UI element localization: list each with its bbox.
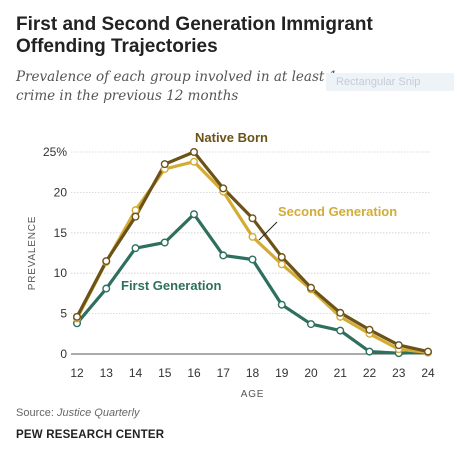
x-tick-label: 23: [392, 366, 406, 380]
x-tick-label: 20: [304, 366, 318, 380]
data-point-native-born: [102, 257, 111, 266]
x-tick-labels: 12 13 14 15 16 17 18 19 20 21 22 23 24: [70, 366, 435, 380]
y-tick-label: 15: [54, 226, 68, 240]
data-point-second-generation: [189, 157, 198, 166]
y-tick-label: 5: [60, 307, 67, 321]
data-point-native-born: [365, 325, 374, 334]
y-axis-label: PREVALENCE: [27, 216, 38, 291]
data-point-first-generation: [160, 238, 169, 247]
series-line-native-born: [75, 150, 430, 354]
source-note: Source: Justice Quarterly: [16, 407, 140, 419]
chart-subtitle: Prevalence of each group involved in at …: [16, 69, 338, 104]
series-label-first-generation: First Generation: [121, 278, 221, 293]
data-point-second-generation: [131, 206, 140, 215]
data-point-native-born: [394, 341, 403, 350]
data-point-native-born: [307, 283, 316, 292]
data-point-first-generation: [248, 255, 257, 264]
x-tick-label: 21: [334, 366, 348, 380]
data-point-native-born: [160, 160, 169, 169]
series-lines: [75, 150, 430, 355]
y-tick-label: 0: [60, 347, 67, 361]
x-tick-label: 14: [129, 366, 143, 380]
data-point-second-generation: [248, 232, 257, 241]
data-point-native-born: [189, 147, 198, 156]
source-text: Justice Quarterly: [56, 407, 140, 419]
data-point-first-generation: [277, 300, 286, 309]
second-generation-leader-line: [258, 221, 278, 241]
data-point-first-generation: [336, 326, 345, 335]
x-axis-label: AGE: [241, 389, 265, 400]
data-point-native-born: [424, 347, 433, 356]
x-tick-label: 12: [70, 366, 84, 380]
data-point-first-generation: [131, 244, 140, 253]
data-point-native-born: [336, 308, 345, 317]
series-label-native-born: Native Born: [195, 130, 268, 145]
series-labels: Native Born Second Generation First Genera…: [121, 130, 397, 293]
data-point-first-generation: [189, 210, 198, 219]
x-tick-label: 18: [246, 366, 260, 380]
data-point-native-born: [277, 253, 286, 262]
series-label-second-generation: Second Generation: [278, 204, 397, 219]
data-point-first-generation: [365, 347, 374, 356]
x-tick-label: 19: [275, 366, 289, 380]
x-tick-label: 17: [217, 366, 231, 380]
data-point-native-born: [131, 212, 140, 221]
organization-name: PEW RESEARCH CENTER: [16, 429, 165, 441]
data-point-first-generation: [307, 320, 316, 329]
rectangular-snip-overlay[interactable]: Rectangular Snip: [326, 73, 454, 91]
data-point-native-born: [72, 312, 81, 321]
y-tick-label: 20: [54, 185, 68, 199]
x-tick-label: 16: [187, 366, 201, 380]
data-point-second-generation: [277, 260, 286, 269]
y-tick-label: 10: [54, 266, 68, 280]
x-tick-label: 13: [100, 366, 114, 380]
data-point-native-born: [219, 184, 228, 193]
y-tick-label: 25%: [43, 145, 67, 159]
x-tick-label: 15: [158, 366, 172, 380]
x-tick-label: 24: [421, 366, 435, 380]
gridlines: [71, 151, 430, 355]
data-point-native-born: [248, 214, 257, 223]
source-label: Source:: [16, 407, 54, 419]
series-points: [72, 147, 433, 358]
chart-title: First and Second Generation Immigrant Of…: [16, 14, 373, 57]
x-tick-label: 22: [363, 366, 377, 380]
y-tick-labels: 0 5 10 15 20 25%: [43, 145, 67, 361]
data-point-first-generation: [102, 284, 111, 293]
data-point-first-generation: [219, 251, 228, 260]
